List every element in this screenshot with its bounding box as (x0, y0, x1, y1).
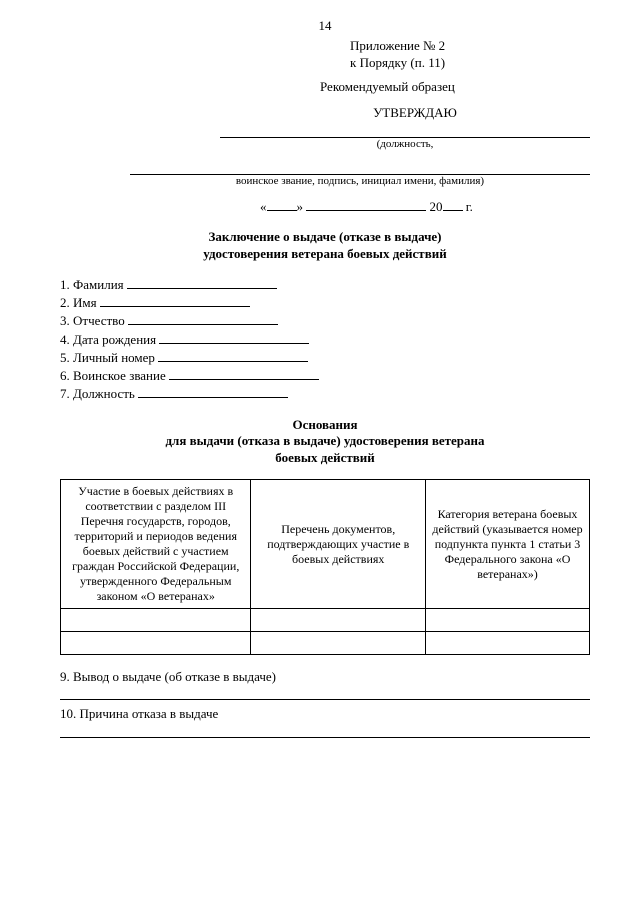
field-label-3: 3. Отчество (60, 313, 125, 328)
table-header-1: Участие в боевых действиях в соответстви… (61, 480, 251, 609)
grounds-table: Участие в боевых действиях в соответстви… (60, 479, 590, 655)
table-row (61, 632, 590, 655)
signature-block-1: (должность, (220, 123, 590, 152)
field-line (169, 379, 319, 380)
field-line (127, 288, 277, 289)
question-9: 9. Вывод о выдаче (об отказе в выдаче) (60, 669, 590, 700)
table-cell (426, 609, 590, 632)
date-month-field (306, 210, 426, 211)
field-row: 1. Фамилия (60, 277, 590, 293)
date-year-field (443, 210, 463, 211)
document-page: 14 Приложение № 2 к Порядку (п. 11) Реко… (0, 0, 640, 905)
table-header-2: Перечень документов, подтверждающих учас… (251, 480, 426, 609)
field-line (100, 306, 250, 307)
field-label-7: 7. Должность (60, 386, 135, 401)
appendix-block: Приложение № 2 к Порядку (п. 11) (350, 38, 590, 71)
table-cell (251, 632, 426, 655)
field-label-4: 4. Дата рождения (60, 332, 156, 347)
grounds-line-1: Основания (60, 417, 590, 434)
field-line (158, 361, 308, 362)
grounds-title: Основания для выдачи (отказа в выдаче) у… (60, 417, 590, 468)
title-line-2: удостоверения ветерана боевых действий (60, 246, 590, 263)
quote-open: « (260, 199, 267, 214)
answer-line (60, 725, 590, 738)
grounds-line-2: для выдачи (отказа в выдаче) удостоверен… (60, 433, 590, 450)
field-label-1: 1. Фамилия (60, 277, 124, 292)
signature-line-1 (220, 123, 590, 138)
appendix-line-2: к Порядку (п. 11) (350, 55, 590, 71)
page-number: 14 (60, 18, 590, 34)
answer-line (60, 687, 590, 700)
field-line (128, 324, 278, 325)
date-day-field (267, 210, 297, 211)
year-suffix: г. (466, 199, 473, 214)
fields-block: 1. Фамилия 2. Имя 3. Отчество 4. Дата ро… (60, 277, 590, 403)
field-row: 7. Должность (60, 386, 590, 402)
field-line (159, 343, 309, 344)
signature-block-2: воинское звание, подпись, инициал имени,… (130, 160, 590, 189)
table-cell (251, 609, 426, 632)
table-cell (61, 609, 251, 632)
year-prefix: 20 (430, 199, 443, 214)
signature-line-2 (130, 160, 590, 175)
field-line (138, 397, 288, 398)
field-label-6: 6. Воинское звание (60, 368, 166, 383)
signature-caption-2: воинское звание, подпись, инициал имени,… (130, 175, 590, 189)
question-10-label: 10. Причина отказа в выдаче (60, 706, 590, 722)
signature-caption-1: (должность, (220, 138, 590, 152)
title-line-1: Заключение о выдаче (отказе в выдаче) (60, 229, 590, 246)
field-row: 5. Личный номер (60, 350, 590, 366)
table-cell (61, 632, 251, 655)
field-row: 2. Имя (60, 295, 590, 311)
field-label-5: 5. Личный номер (60, 350, 155, 365)
question-10: 10. Причина отказа в выдаче (60, 706, 590, 737)
table-row (61, 609, 590, 632)
table-cell (426, 632, 590, 655)
field-row: 4. Дата рождения (60, 332, 590, 348)
field-label-2: 2. Имя (60, 295, 97, 310)
appendix-line-1: Приложение № 2 (350, 38, 590, 54)
field-row: 6. Воинское звание (60, 368, 590, 384)
table-header-row: Участие в боевых действиях в соответстви… (61, 480, 590, 609)
date-row: « » 20 г. (260, 199, 590, 215)
question-9-label: 9. Вывод о выдаче (об отказе в выдаче) (60, 669, 590, 685)
table-header-3: Категория ветерана боевых действий (указ… (426, 480, 590, 609)
grounds-line-3: боевых действий (60, 450, 590, 467)
field-row: 3. Отчество (60, 313, 590, 329)
recommended-label: Рекомендуемый образец (320, 79, 590, 95)
document-title: Заключение о выдаче (отказе в выдаче) уд… (60, 229, 590, 263)
quote-close: » (297, 199, 304, 214)
approve-label: УТВЕРЖДАЮ (240, 105, 590, 121)
